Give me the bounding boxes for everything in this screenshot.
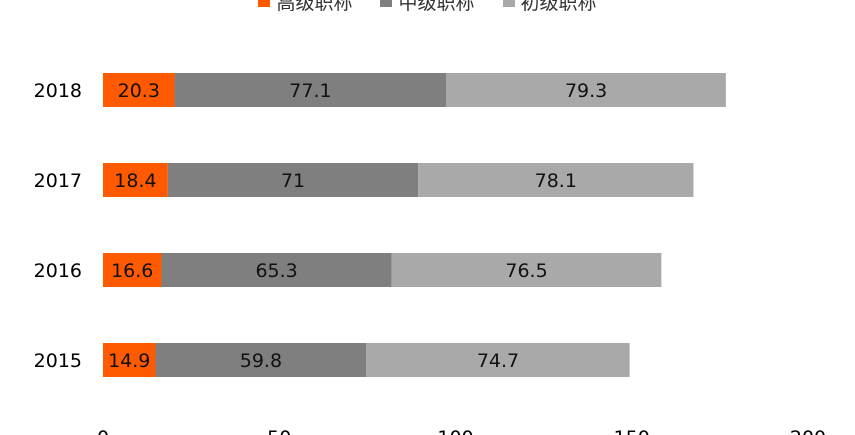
data-label-2015-series-1: 59.8 bbox=[240, 350, 282, 372]
category-label-2017: 2017 bbox=[34, 170, 82, 192]
bar-2017-series-0 bbox=[103, 163, 168, 197]
data-label-2015-series-2: 74.7 bbox=[477, 350, 519, 372]
bar-2017-series-1 bbox=[167, 163, 419, 197]
bar-2018-series-2 bbox=[446, 73, 726, 107]
x-tick-label-200: 200 bbox=[790, 427, 826, 435]
bar-2016-series-1 bbox=[161, 253, 392, 287]
bar-2015-series-1 bbox=[155, 343, 367, 377]
bar-2017-series-2 bbox=[418, 163, 694, 197]
data-label-2018-series-2: 79.3 bbox=[565, 80, 607, 102]
x-tick-label-50: 50 bbox=[267, 427, 291, 435]
bar-2016-series-2 bbox=[391, 253, 662, 287]
legend-swatch-intermediate bbox=[380, 0, 393, 7]
data-label-2016-series-0: 16.6 bbox=[111, 260, 153, 282]
category-label-2015: 2015 bbox=[34, 350, 82, 372]
legend-item-junior: 初级职称 bbox=[502, 0, 597, 14]
category-label-2018: 2018 bbox=[34, 80, 82, 102]
x-tick-label-0: 0 bbox=[97, 427, 109, 435]
data-label-2017-series-0: 18.4 bbox=[114, 170, 156, 192]
bar-2018-series-1 bbox=[174, 73, 447, 107]
legend-item-senior: 高级职称 bbox=[258, 0, 352, 14]
bar-2015-series-2 bbox=[366, 343, 630, 377]
category-label-2016: 2016 bbox=[34, 260, 82, 282]
legend: 高级职称 中级职称 初级职称 bbox=[0, 0, 855, 14]
bar-2018-series-0 bbox=[103, 73, 175, 107]
data-label-2016-series-2: 76.5 bbox=[505, 260, 547, 282]
data-label-2015-series-0: 14.9 bbox=[108, 350, 150, 372]
data-label-2018-series-1: 77.1 bbox=[289, 80, 331, 102]
legend-swatch-junior bbox=[502, 0, 515, 7]
legend-label-intermediate: 中级职称 bbox=[398, 0, 475, 14]
data-label-2017-series-2: 78.1 bbox=[535, 170, 577, 192]
legend-label-senior: 高级职称 bbox=[276, 0, 353, 14]
data-label-2017-series-1: 71 bbox=[281, 170, 305, 192]
legend-swatch-senior bbox=[258, 0, 271, 7]
x-tick-label-150: 150 bbox=[614, 427, 650, 435]
bar-2016-series-0 bbox=[103, 253, 162, 287]
bar-2015-series-0 bbox=[103, 343, 156, 377]
legend-label-junior: 初级职称 bbox=[520, 0, 597, 14]
data-label-2016-series-1: 65.3 bbox=[255, 260, 297, 282]
x-tick-label-100: 100 bbox=[437, 427, 473, 435]
data-label-2018-series-0: 20.3 bbox=[118, 80, 160, 102]
legend-item-intermediate: 中级职称 bbox=[380, 0, 475, 14]
